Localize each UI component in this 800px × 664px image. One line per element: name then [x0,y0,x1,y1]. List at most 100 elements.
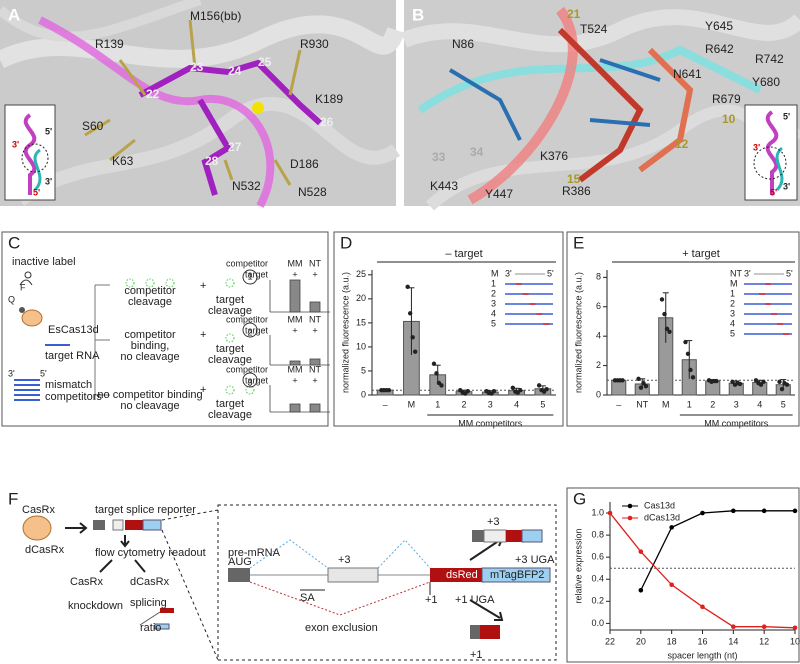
data-point [667,329,672,334]
header-text: + [292,269,297,279]
panel-label: G [573,489,586,508]
inset-row-label: 5 [730,328,735,338]
data-point [685,351,691,357]
residue-label: R386 [562,184,591,198]
header-text: NT [309,314,321,324]
x-tick-label: 5 [540,399,545,409]
series-line [640,510,795,591]
legend-label: Cas13d [644,500,675,510]
data-point [758,382,764,387]
x-tick-label: 20 [636,636,646,646]
panel-f-schematic [22,504,557,661]
header-text: MM [288,314,303,324]
schematic-label: +3 [487,516,500,528]
header-text: + [312,269,317,279]
data-point [638,587,644,593]
data-point [731,508,736,514]
step-text: cleavage [128,296,172,308]
data-point [662,311,667,317]
y-tick-label: 20 [356,293,366,303]
series-line [609,512,796,629]
inset-end-label: 5' [770,187,777,197]
data-point [690,375,696,380]
y-tick-label: 0.0 [591,618,604,628]
inset-end-label: 3' [753,142,760,152]
y-tick-label: 0.4 [591,574,604,584]
residue-label: R642 [705,42,734,56]
x-tick-label: 4 [757,399,762,409]
inset-end-label: 3' [12,139,19,149]
panel-b-structure [401,0,800,211]
chart-title: + target [682,248,720,260]
schematic-label: splicing [130,597,167,609]
data-point [730,379,735,384]
header-text: + [312,375,317,385]
step-text: competitor [124,285,176,297]
residue-label: R679 [712,92,741,106]
data-point [536,383,542,388]
residue-label: Y680 [752,75,780,89]
schematic-label: 5' [40,368,47,378]
step-text: no cleavage [120,351,179,363]
x-tick-label: 5 [781,399,786,409]
header-text: target [245,375,269,385]
data-point [638,549,644,554]
data-point [607,510,613,516]
nucleotide-label: 12 [675,137,689,151]
step-number: 1 [247,271,252,281]
panel-a-structure [0,0,405,208]
data-point [412,349,418,354]
schematic-label: +1 [425,594,438,606]
nucleotide-label: 26 [320,115,334,129]
panel-frame [566,231,800,427]
header-text: + [292,325,297,335]
residue-label: R742 [755,52,784,66]
data-point [439,383,444,388]
y-tick-label: 0 [596,389,601,399]
x-tick-label: 12 [759,636,769,646]
x-tick-label: 3 [488,399,493,409]
y-tick-label: 10 [356,341,366,351]
nucleotide-label: 23 [190,60,204,74]
header-text: MM [288,364,303,374]
step-text: target [216,294,244,306]
nucleotide-label: 28 [205,154,219,168]
nucleotide-label: 25 [258,55,272,69]
data-point [700,604,705,610]
data-point [641,381,646,386]
inset-end: 5' [547,268,554,278]
step-text: no competitor binding [97,389,202,401]
inset-end-label: 5' [783,111,790,121]
inset-end-label: 3' [45,176,52,186]
header-text: NT [309,364,321,374]
residue-label: D186 [290,157,319,171]
plus-sign: + [200,280,206,292]
schematic-label: F [20,282,26,292]
schematic-label: competitors [45,391,102,403]
panel-label: B [412,5,424,24]
step-text: competitor [124,329,176,341]
y-tick-label: 0.2 [591,596,604,606]
residue-label: Y645 [705,19,733,33]
plus-sign: + [200,329,206,341]
step-text: target [216,343,244,355]
nucleotide-label: 27 [228,140,242,154]
header-text: NT [309,258,321,268]
schematic-label: target splice reporter [95,504,196,516]
residue-label: S60 [82,119,104,133]
data-point [753,378,759,383]
step-text: binding, [131,340,170,352]
step-text: cleavage [208,354,252,366]
schematic-label: dCasRx [130,576,170,588]
data-point [737,381,743,387]
y-tick-label: 4 [596,331,601,341]
y-tick-label: 0 [361,389,366,399]
residue-label: N641 [673,67,702,81]
residue-label: K63 [112,154,134,168]
x-tick-label: 10 [790,636,800,646]
residue-label: K376 [540,149,568,163]
residue-label: T524 [580,22,608,36]
data-point [664,326,670,332]
x-tick-label: 1 [687,399,692,409]
